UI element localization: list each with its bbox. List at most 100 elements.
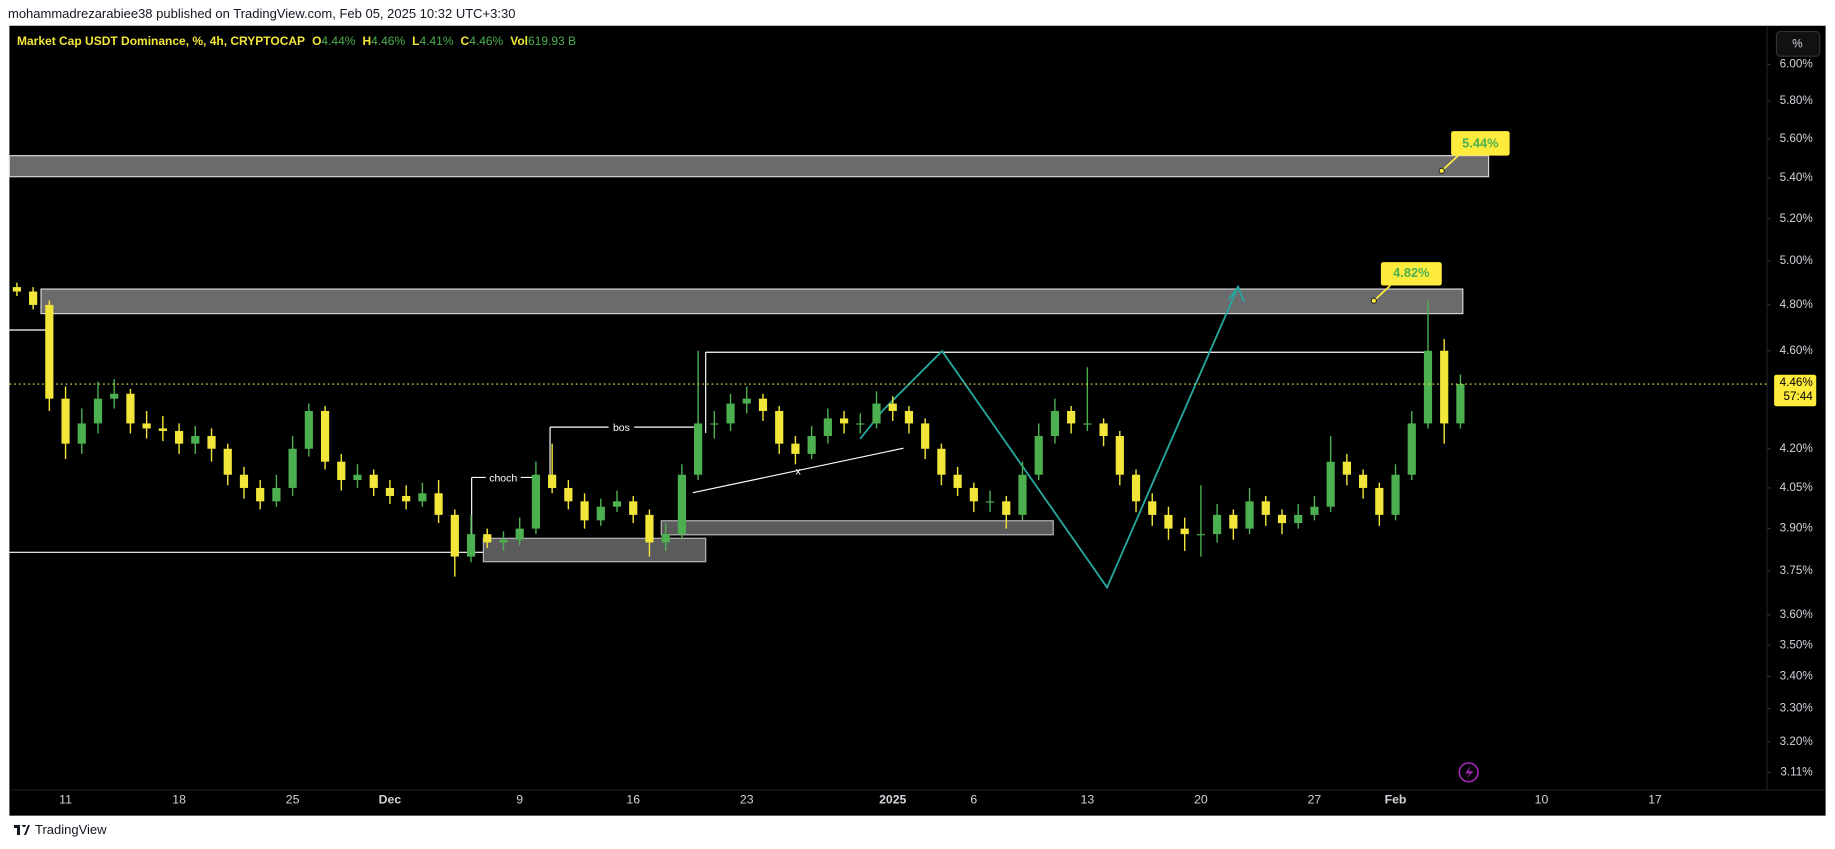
candle-body bbox=[1391, 474, 1400, 515]
candle-body bbox=[791, 443, 800, 454]
x-tick-label: Dec bbox=[379, 793, 402, 807]
candle-body bbox=[726, 403, 735, 424]
footer-brand: TradingView bbox=[35, 822, 107, 837]
scale-button[interactable] bbox=[1775, 31, 1821, 57]
callout-dot bbox=[1370, 297, 1378, 304]
candle-body bbox=[985, 501, 995, 503]
legend-key: O bbox=[312, 34, 322, 48]
candle-body bbox=[694, 423, 703, 475]
legend-key: C bbox=[460, 34, 470, 48]
trend-line bbox=[692, 447, 904, 494]
y-tick-label: 3.50% bbox=[1780, 638, 1813, 651]
candle-body bbox=[1213, 514, 1222, 535]
callout-label: 5.44% bbox=[1462, 135, 1499, 150]
x-tick-label: 27 bbox=[1308, 793, 1322, 807]
candle-body bbox=[369, 474, 378, 488]
x-tick-label: 20 bbox=[1194, 793, 1208, 807]
legend-key: Vol bbox=[510, 34, 528, 48]
candle-body bbox=[548, 474, 557, 488]
callout-box bbox=[1451, 131, 1510, 156]
legend-value: 4.46% bbox=[371, 34, 406, 48]
candle-body bbox=[677, 474, 686, 535]
candle-body bbox=[1099, 423, 1108, 437]
candle-body bbox=[1407, 423, 1416, 475]
candle-body bbox=[93, 398, 103, 424]
y-tick-label: 3.40% bbox=[1780, 669, 1813, 682]
y-tick-label: 6.00% bbox=[1780, 58, 1813, 71]
bos-label: bos bbox=[613, 422, 630, 434]
candle-body bbox=[483, 534, 492, 543]
callout-box bbox=[1380, 262, 1442, 286]
x-tick-label: 2025 bbox=[879, 793, 906, 807]
candle-body bbox=[1456, 384, 1465, 424]
y-tick-label: 3.90% bbox=[1780, 522, 1813, 535]
candle-body bbox=[223, 448, 232, 475]
candle-body bbox=[612, 501, 622, 507]
candle-body bbox=[937, 448, 946, 475]
y-tick-label: 3.11% bbox=[1780, 766, 1812, 779]
publisher-line: mohammadrezarabiee38 published on Tradin… bbox=[8, 6, 516, 21]
candle-body bbox=[1423, 350, 1433, 424]
candle-body bbox=[564, 487, 573, 502]
demand-zone bbox=[660, 520, 1054, 536]
y-tick-label: 5.60% bbox=[1780, 132, 1813, 145]
x-tick-label: 18 bbox=[172, 793, 186, 807]
candle-body bbox=[1277, 514, 1287, 524]
callout-pointer bbox=[1373, 284, 1391, 302]
candle-body bbox=[385, 487, 395, 496]
y-tick-label: 4.20% bbox=[1780, 442, 1813, 455]
candle-body bbox=[434, 493, 443, 515]
candle-body bbox=[953, 474, 962, 488]
candle-body bbox=[207, 436, 216, 449]
candle-body bbox=[174, 430, 184, 444]
candle-body bbox=[969, 487, 978, 502]
legend-value: 4.46% bbox=[469, 34, 504, 48]
y-tick-label: 4.80% bbox=[1780, 298, 1813, 311]
legend-value: 619.93 B bbox=[528, 34, 577, 48]
y-tick-label: 4.05% bbox=[1780, 481, 1813, 494]
candle-body bbox=[1018, 474, 1027, 515]
x-tick-label: 13 bbox=[1081, 793, 1095, 807]
y-tick-label: 4.60% bbox=[1780, 344, 1813, 357]
alert-icon-bolt bbox=[1465, 765, 1474, 780]
candle-body bbox=[1375, 487, 1384, 515]
label-bg bbox=[485, 471, 521, 485]
projection-arrow bbox=[1228, 284, 1245, 303]
footer: TradingView bbox=[14, 822, 107, 837]
x-tick-label: 11 bbox=[59, 793, 72, 807]
candle-body bbox=[1115, 436, 1124, 475]
y-tick-label: 5.80% bbox=[1780, 94, 1813, 107]
candle-body bbox=[823, 418, 832, 437]
x-tick-label: Feb bbox=[1385, 793, 1407, 807]
candle-body bbox=[1050, 410, 1060, 437]
candle-body bbox=[921, 423, 930, 449]
candle-body bbox=[888, 403, 897, 411]
candle-body bbox=[1180, 528, 1189, 535]
candle-body bbox=[645, 514, 654, 543]
candle-body bbox=[158, 428, 167, 431]
last-price-tag bbox=[1774, 374, 1817, 407]
alert-icon[interactable] bbox=[1458, 762, 1479, 783]
candle-body bbox=[1131, 474, 1141, 502]
candle-body bbox=[61, 398, 70, 444]
y-tick-label: 5.00% bbox=[1780, 254, 1813, 267]
candle-body bbox=[288, 448, 297, 488]
y-tick-label: 3.20% bbox=[1780, 735, 1813, 748]
scale-button-label[interactable]: % bbox=[1792, 38, 1802, 51]
candle-body bbox=[337, 461, 346, 480]
candle-body bbox=[1342, 461, 1351, 475]
candle-body bbox=[807, 436, 816, 454]
x-tick-label: 6 bbox=[970, 793, 977, 807]
callout-label: 4.82% bbox=[1393, 265, 1430, 280]
x-tick-label: 9 bbox=[516, 793, 523, 807]
candle-body bbox=[320, 410, 330, 462]
legend-value: 4.41% bbox=[419, 34, 454, 48]
candle-body bbox=[239, 474, 249, 488]
candle-body bbox=[1261, 501, 1270, 515]
candle-body bbox=[775, 410, 784, 444]
candle-body bbox=[304, 410, 313, 449]
callout-pointer bbox=[1441, 154, 1459, 172]
candle-body bbox=[872, 403, 881, 424]
candle-body bbox=[1083, 423, 1092, 425]
